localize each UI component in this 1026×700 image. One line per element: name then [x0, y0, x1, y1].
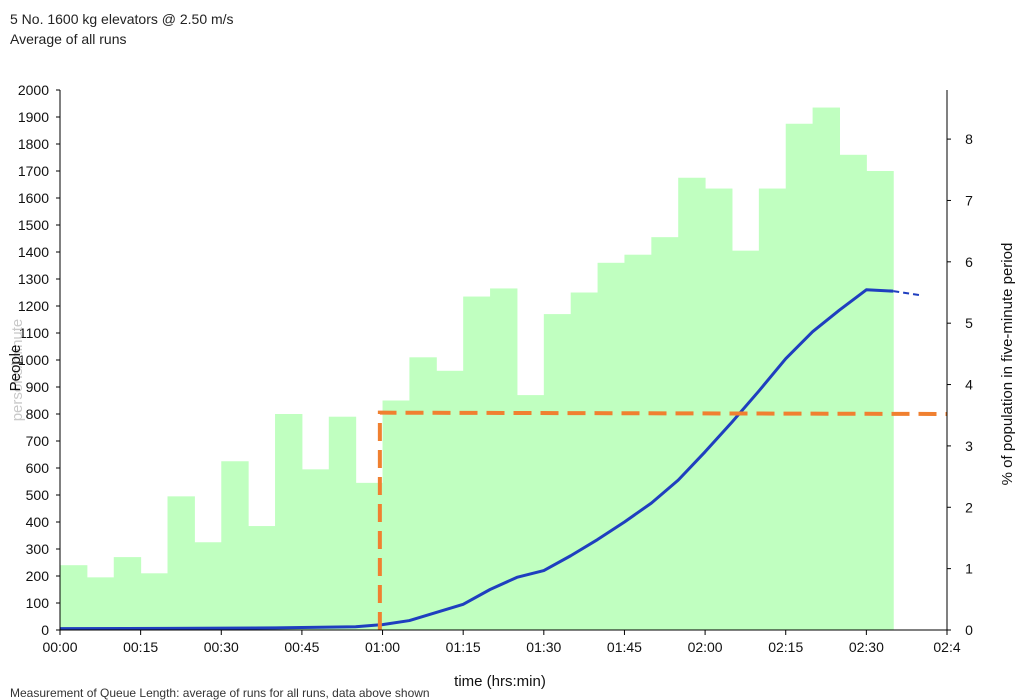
histogram-bar [463, 296, 491, 630]
histogram-bar [516, 395, 545, 630]
right-tick-label: 2 [965, 499, 973, 515]
histogram-bar [812, 107, 840, 631]
histogram-bar [785, 123, 814, 630]
right-tick-label: 3 [965, 438, 973, 454]
histogram-bar [409, 357, 437, 630]
right-tick-label: 5 [965, 315, 973, 331]
histogram-bar [597, 262, 625, 630]
histogram-bar [167, 496, 195, 630]
histogram-bar [866, 171, 894, 630]
x-tick-label: 01:30 [526, 639, 561, 655]
bars-layer [60, 107, 894, 631]
histogram-bar [758, 188, 787, 631]
histogram-bar [382, 400, 410, 630]
left-tick-label: 2000 [18, 82, 49, 98]
histogram-bar [570, 292, 599, 630]
left-tick-label: 700 [26, 433, 50, 449]
left-tick-label: 1100 [19, 325, 49, 341]
left-tick-label: 1900 [18, 109, 49, 125]
left-tick-label: 1800 [18, 136, 49, 152]
dashed-orange-line [377, 410, 948, 630]
histogram-bar [839, 154, 867, 631]
right-tick-label: 6 [965, 254, 973, 270]
chart-subtitle: Average of all runs [10, 31, 127, 47]
histogram-bar [624, 254, 652, 630]
x-tick-label: 00:00 [42, 639, 77, 655]
left-y-ticks: 0 100 200 300 400 500 600 700 800 900 1000 1100 1200… [18, 82, 60, 638]
left-tick-label: 800 [26, 406, 50, 422]
right-tick-label: 7 [965, 192, 973, 208]
histogram-bar [113, 557, 142, 630]
left-tick-label: 900 [26, 379, 50, 395]
blue-line-tail [893, 290, 921, 297]
lines-layer [59, 288, 948, 631]
x-tick-label: 01:00 [365, 639, 400, 655]
histogram-bar [705, 188, 733, 631]
x-tick-label: 02:15 [768, 639, 803, 655]
histogram-bar [731, 250, 760, 630]
left-tick-label: 0 [41, 622, 49, 638]
x-tick-label: 02:30 [849, 639, 884, 655]
histogram-bar [651, 237, 679, 630]
right-tick-label: 1 [965, 561, 973, 577]
left-tick-label: 1400 [18, 244, 49, 260]
left-tick-label: 100 [26, 595, 50, 611]
histogram-bar [86, 577, 115, 630]
histogram-bar [221, 461, 249, 630]
histogram-bar [436, 370, 464, 630]
histogram-bar [60, 565, 88, 630]
left-tick-label: 300 [26, 541, 50, 557]
left-tick-label: 1300 [18, 271, 49, 287]
x-tick-label: 02:00 [688, 639, 723, 655]
histogram-bar [678, 177, 706, 630]
right-y-ticks: 0 1 2 3 4 5 6 7 8 [947, 131, 973, 638]
histogram-bar [248, 526, 276, 630]
x-tick-label: 00:45 [284, 639, 319, 655]
x-ticks: 00:00 00:15 00:30 00:45 01:00 01:15 01:30 01:45… [42, 630, 961, 655]
x-tick-label: 01:45 [607, 639, 642, 655]
histogram-bar [543, 314, 572, 630]
histogram-bar [301, 469, 330, 630]
left-tick-label: 200 [26, 568, 50, 584]
left-tick-label: 400 [26, 514, 50, 530]
left-tick-label: 1500 [18, 217, 49, 233]
right-tick-label: 8 [965, 131, 973, 147]
y-axis-label-right: % of population in five-minute period [999, 243, 1016, 486]
left-tick-label: 1700 [18, 163, 49, 179]
histogram-bar [140, 573, 169, 630]
left-tick-label: 600 [26, 460, 50, 476]
chart-title-block: 5 No. 1600 kg elevators @ 2.50 m/s Avera… [10, 9, 234, 49]
y-axis-label-left: People [7, 345, 24, 392]
histogram-bar [275, 414, 303, 630]
x-tick-label: 00:30 [204, 639, 239, 655]
histogram-bar [490, 288, 518, 630]
x-tick-label: 01:15 [446, 639, 481, 655]
x-tick-label: 00:15 [123, 639, 158, 655]
left-tick-label: 1200 [18, 298, 49, 314]
right-tick-label: 4 [965, 377, 973, 393]
x-axis-label: time (hrs:min) [454, 673, 546, 690]
y-axis-label-ghost: persons/minute [9, 319, 26, 422]
left-tick-label: 500 [26, 487, 50, 503]
left-tick-label: 1600 [18, 190, 49, 206]
chart-title: 5 No. 1600 kg elevators @ 2.50 m/s [10, 11, 234, 27]
histogram-bar [194, 542, 222, 630]
x-tick-label: 02:4 [933, 639, 960, 655]
chart-footnote: Measurement of Queue Length: average of … [10, 686, 430, 700]
right-tick-label: 0 [965, 622, 973, 638]
left-tick-label: 1000 [18, 352, 49, 368]
histogram-bar [328, 416, 357, 630]
